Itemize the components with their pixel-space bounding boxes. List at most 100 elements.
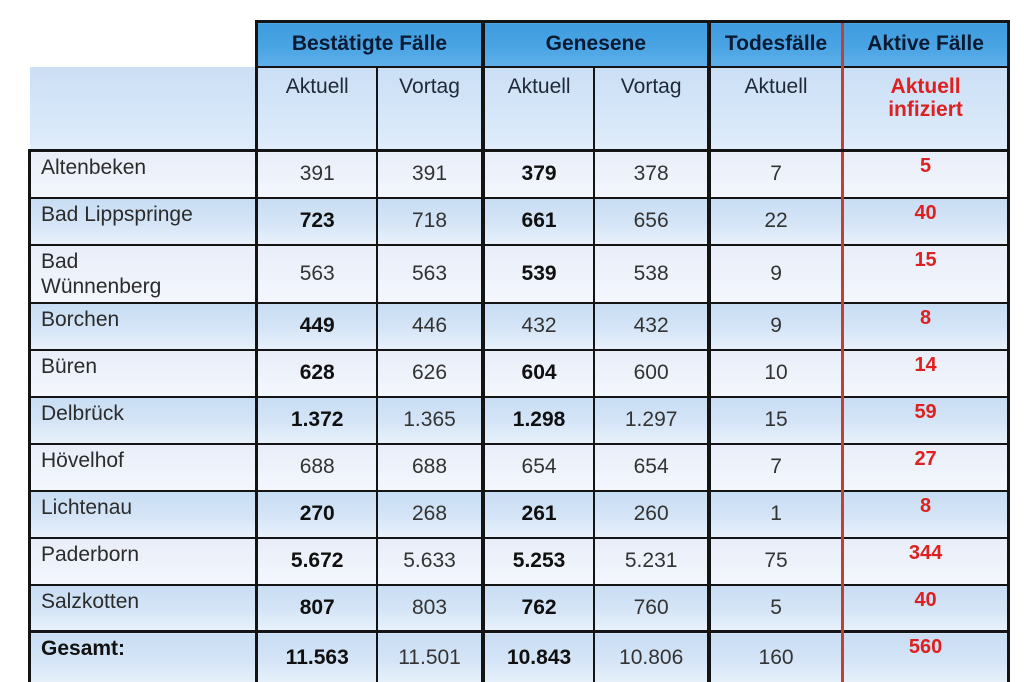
cell-bestaetigte-vortag: 718 xyxy=(376,196,484,246)
cell-genesene-aktuell: 654 xyxy=(480,442,596,492)
cell-todesfaelle-aktuell: 1 xyxy=(706,489,844,539)
cell-genesene-aktuell: 604 xyxy=(480,348,596,398)
cell-aktive-faelle: 8 xyxy=(841,301,1010,351)
cell-genesene-aktuell: 5.253 xyxy=(480,536,596,586)
cell-genesene-vortag: 654 xyxy=(593,442,710,492)
cell-bestaetigte-vortag: 563 xyxy=(376,243,484,304)
subheader-aktuell-infiziert: Aktuell infiziert xyxy=(841,65,1010,152)
table-row: Bad Lippspringe 723 718 661 656 22 40 xyxy=(27,196,1010,246)
cell-genesene-aktuell: 379 xyxy=(480,149,596,199)
cell-todesfaelle-aktuell: 5 xyxy=(706,583,844,633)
cell-aktive-faelle: 40 xyxy=(841,196,1010,246)
corner-blank-cell xyxy=(29,66,257,151)
corner-blank-cell xyxy=(29,21,257,67)
cell-genesene-aktuell: 10.843 xyxy=(480,630,596,682)
row-label: Gesamt: xyxy=(27,630,258,682)
cell-genesene-vortag: 656 xyxy=(593,196,710,246)
cell-bestaetigte-aktuell: 11.563 xyxy=(255,630,379,682)
subheader-genesene-vortag: Vortag xyxy=(593,65,710,152)
subheader-bestaetigte-aktuell: Aktuell xyxy=(255,65,379,152)
subheader-genesene-aktuell: Aktuell xyxy=(480,65,596,152)
cell-todesfaelle-aktuell: 15 xyxy=(706,395,844,445)
row-label: Altenbeken xyxy=(27,149,258,199)
cell-bestaetigte-aktuell: 5.672 xyxy=(255,536,379,586)
table-header: Bestätigte Fälle Genesene Todesfälle Akt… xyxy=(29,20,1010,152)
row-label: Delbrück xyxy=(27,395,258,445)
cell-bestaetigte-aktuell: 628 xyxy=(255,348,379,398)
cell-aktive-faelle: 14 xyxy=(841,348,1010,398)
table-total-row: Gesamt: 11.563 11.501 10.843 10.806 160 560 xyxy=(27,630,1010,682)
table-row: Bad Wünnenberg 563 563 539 538 9 15 xyxy=(27,243,1010,304)
cell-bestaetigte-aktuell: 449 xyxy=(255,301,379,351)
cell-todesfaelle-aktuell: 9 xyxy=(706,243,844,304)
cell-todesfaelle-aktuell: 22 xyxy=(706,196,844,246)
cell-todesfaelle-aktuell: 75 xyxy=(706,536,844,586)
row-label: Bad Wünnenberg xyxy=(27,243,258,304)
covid-cases-table: Bestätigte Fälle Genesene Todesfälle Akt… xyxy=(27,20,1010,682)
cell-bestaetigte-vortag: 803 xyxy=(376,583,484,633)
row-label: Lichtenau xyxy=(27,489,258,539)
table-body: Altenbeken 391 391 379 378 7 5 Bad Lippspringe 7… xyxy=(27,149,1010,682)
cell-genesene-vortag: 538 xyxy=(593,243,710,304)
cell-genesene-aktuell: 1.298 xyxy=(480,395,596,445)
table-row: Altenbeken 391 391 379 378 7 5 xyxy=(27,149,1010,199)
cell-aktive-faelle: 27 xyxy=(841,442,1010,492)
cell-todesfaelle-aktuell: 9 xyxy=(706,301,844,351)
cell-genesene-vortag: 432 xyxy=(593,301,710,351)
row-label: Salzkotten xyxy=(27,583,258,633)
cell-aktive-faelle: 15 xyxy=(841,243,1010,304)
cell-bestaetigte-vortag: 626 xyxy=(376,348,484,398)
cell-aktive-faelle: 8 xyxy=(841,489,1010,539)
row-label: Bad Lippspringe xyxy=(27,196,258,246)
column-group-header-row: Bestätigte Fälle Genesene Todesfälle Akt… xyxy=(29,20,1010,68)
row-label: Hövelhof xyxy=(27,442,258,492)
cell-bestaetigte-vortag: 11.501 xyxy=(376,630,484,682)
cell-bestaetigte-aktuell: 688 xyxy=(255,442,379,492)
cell-genesene-vortag: 600 xyxy=(593,348,710,398)
cell-genesene-aktuell: 661 xyxy=(480,196,596,246)
table-row: Lichtenau 270 268 261 260 1 8 xyxy=(27,489,1010,539)
cell-bestaetigte-vortag: 688 xyxy=(376,442,484,492)
cell-genesene-vortag: 1.297 xyxy=(593,395,710,445)
cell-bestaetigte-aktuell: 563 xyxy=(255,243,379,304)
row-label: Büren xyxy=(27,348,258,398)
cell-genesene-vortag: 5.231 xyxy=(593,536,710,586)
cell-aktive-faelle: 40 xyxy=(841,583,1010,633)
cell-bestaetigte-vortag: 391 xyxy=(376,149,484,199)
cell-aktive-faelle: 59 xyxy=(841,395,1010,445)
cell-genesene-vortag: 378 xyxy=(593,149,710,199)
table-row: Borchen 449 446 432 432 9 8 xyxy=(27,301,1010,351)
cell-todesfaelle-aktuell: 7 xyxy=(706,442,844,492)
cell-todesfaelle-aktuell: 7 xyxy=(706,149,844,199)
sub-header-row: Aktuell Vortag Aktuell Vortag Aktuell Ak… xyxy=(29,65,1010,152)
cell-aktive-faelle: 5 xyxy=(841,149,1010,199)
cell-bestaetigte-aktuell: 723 xyxy=(255,196,379,246)
cell-genesene-aktuell: 432 xyxy=(480,301,596,351)
cell-bestaetigte-aktuell: 391 xyxy=(255,149,379,199)
subheader-bestaetigte-vortag: Vortag xyxy=(376,65,484,152)
cell-genesene-aktuell: 762 xyxy=(480,583,596,633)
table-row: Büren 628 626 604 600 10 14 xyxy=(27,348,1010,398)
cell-bestaetigte-vortag: 446 xyxy=(376,301,484,351)
table-row: Delbrück 1.372 1.365 1.298 1.297 15 59 xyxy=(27,395,1010,445)
cell-genesene-vortag: 760 xyxy=(593,583,710,633)
table-row: Paderborn 5.672 5.633 5.253 5.231 75 344 xyxy=(27,536,1010,586)
cell-genesene-vortag: 260 xyxy=(593,489,710,539)
group-header-aktive-faelle: Aktive Fälle xyxy=(841,20,1010,68)
group-header-todesfaelle: Todesfälle xyxy=(706,20,844,68)
cell-genesene-aktuell: 261 xyxy=(480,489,596,539)
cell-aktive-faelle: 560 xyxy=(841,630,1010,682)
table-row: Hövelhof 688 688 654 654 7 27 xyxy=(27,442,1010,492)
cell-bestaetigte-aktuell: 1.372 xyxy=(255,395,379,445)
group-header-bestaetigte-faelle: Bestätigte Fälle xyxy=(255,20,484,68)
group-header-genesene: Genesene xyxy=(480,20,710,68)
cell-bestaetigte-aktuell: 807 xyxy=(255,583,379,633)
cell-bestaetigte-vortag: 5.633 xyxy=(376,536,484,586)
subheader-todesfaelle-aktuell: Aktuell xyxy=(706,65,844,152)
row-label: Borchen xyxy=(27,301,258,351)
cell-bestaetigte-vortag: 1.365 xyxy=(376,395,484,445)
table-row: Salzkotten 807 803 762 760 5 40 xyxy=(27,583,1010,633)
cell-todesfaelle-aktuell: 160 xyxy=(706,630,844,682)
row-label: Paderborn xyxy=(27,536,258,586)
